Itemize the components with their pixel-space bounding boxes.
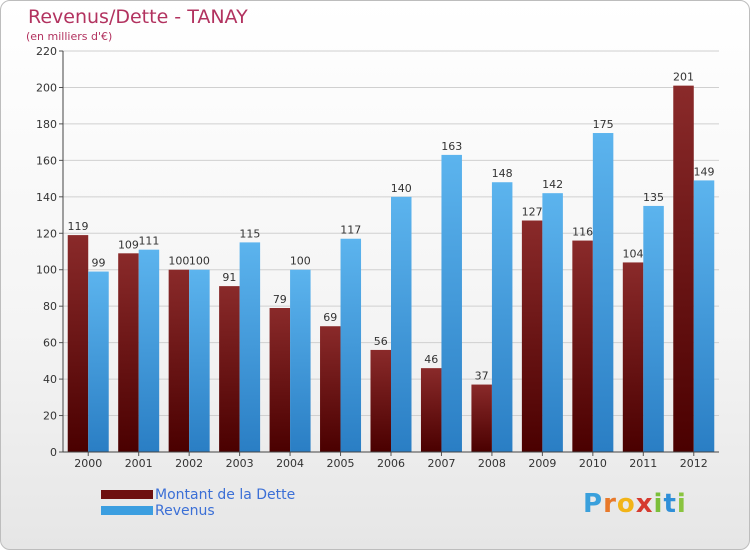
logo-letter: t	[663, 489, 677, 519]
x-tick-label: 2001	[125, 457, 153, 470]
bar-revenus	[189, 269, 210, 452]
bar-debt	[420, 368, 442, 452]
bar-revenus	[340, 238, 362, 452]
bar-revenus	[391, 196, 412, 452]
x-tick-label: 2006	[377, 457, 405, 470]
bar-debt	[320, 326, 341, 452]
legend-swatch-debt	[101, 490, 153, 499]
data-label-revenus: 135	[643, 191, 664, 204]
data-label-debt: 116	[572, 226, 593, 239]
bar-debt	[118, 253, 139, 452]
y-tick-label: 160	[36, 154, 57, 167]
bar-revenus	[491, 182, 513, 452]
bar-debt	[521, 220, 543, 452]
x-tick-label: 2002	[175, 457, 203, 470]
proxiti-logo: Proxiti	[583, 489, 687, 519]
bar-revenus	[88, 271, 109, 452]
logo-letter: r	[603, 489, 617, 519]
data-label-debt: 91	[222, 271, 236, 284]
bar-debt	[622, 262, 644, 452]
x-tick-label: 2000	[74, 457, 102, 470]
bar-debt	[269, 308, 291, 452]
logo-letter: o	[616, 489, 636, 519]
data-label-revenus: 149	[694, 165, 715, 178]
bar-revenus	[239, 242, 261, 452]
chart-title: Revenus/Dette - TANAY	[28, 6, 248, 28]
data-label-debt: 100	[168, 255, 189, 268]
bar-revenus	[693, 180, 715, 452]
data-label-revenus: 117	[340, 224, 361, 237]
legend-label-debt: Montant de la Dette	[155, 487, 296, 503]
data-label-revenus: 175	[593, 118, 614, 131]
data-label-revenus: 100	[290, 255, 311, 268]
y-tick-label: 40	[43, 373, 57, 386]
y-tick-label: 120	[36, 227, 57, 240]
logo-letter: i	[676, 489, 687, 519]
x-tick-label: 2007	[427, 457, 455, 470]
bars-layer	[67, 85, 715, 453]
labels-layer: 0 20 40 60 80 100 120 140 160 180 200 220 119 99 2000 1…	[36, 45, 715, 470]
y-tick-label: 140	[36, 191, 57, 204]
data-label-debt: 104	[623, 247, 644, 260]
axis-layer	[59, 50, 719, 456]
x-tick-label: 2012	[680, 457, 708, 470]
data-label-debt: 37	[475, 370, 489, 383]
legend-label-revenus: Revenus	[155, 503, 215, 519]
x-tick-label: 2010	[579, 457, 607, 470]
data-label-debt: 127	[522, 206, 543, 219]
y-tick-label: 220	[36, 45, 57, 58]
data-label-revenus: 100	[189, 255, 210, 268]
bar-debt	[673, 85, 694, 452]
data-label-debt: 56	[374, 335, 388, 348]
y-tick-label: 80	[43, 300, 57, 313]
chart-subtitle: (en milliers d'€)	[26, 30, 113, 43]
logo-letter: P	[583, 489, 604, 519]
logo-letter: i	[653, 489, 664, 519]
bar-debt	[572, 240, 593, 452]
bar-debt	[168, 269, 190, 452]
bar-debt	[471, 384, 492, 452]
bar-revenus	[138, 249, 160, 452]
data-label-revenus: 140	[391, 182, 412, 195]
data-label-debt: 79	[273, 293, 287, 306]
data-label-debt: 201	[673, 71, 694, 84]
data-label-revenus: 163	[441, 140, 462, 153]
data-label-revenus: 111	[138, 235, 159, 248]
bar-debt	[370, 349, 391, 452]
bar-revenus	[542, 193, 563, 452]
y-tick-label: 100	[36, 264, 57, 277]
bar-revenus	[643, 205, 664, 452]
data-label-debt: 119	[67, 220, 88, 233]
data-label-debt: 109	[118, 238, 139, 251]
bar-debt	[219, 286, 240, 452]
y-tick-label: 20	[43, 410, 57, 423]
data-label-revenus: 99	[91, 257, 105, 270]
data-label-debt: 46	[424, 353, 438, 366]
y-tick-label: 180	[36, 118, 57, 131]
bar-revenus	[592, 133, 614, 453]
data-label-revenus: 115	[239, 227, 260, 240]
bar-revenus	[290, 269, 311, 452]
x-tick-label: 2004	[276, 457, 304, 470]
y-tick-label: 60	[43, 337, 57, 350]
legend-swatch-revenus	[101, 506, 153, 515]
x-tick-label: 2009	[528, 457, 556, 470]
x-tick-label: 2008	[478, 457, 506, 470]
bar-debt	[67, 235, 89, 452]
data-label-revenus: 142	[542, 178, 563, 191]
x-tick-label: 2003	[226, 457, 254, 470]
x-tick-label: 2005	[327, 457, 355, 470]
x-tick-label: 2011	[629, 457, 657, 470]
y-tick-label: 0	[50, 446, 57, 459]
data-label-debt: 69	[323, 311, 337, 324]
data-label-revenus: 148	[492, 167, 513, 180]
y-tick-label: 200	[36, 81, 57, 94]
logo-letter: x	[635, 489, 654, 519]
bar-revenus	[441, 154, 462, 453]
